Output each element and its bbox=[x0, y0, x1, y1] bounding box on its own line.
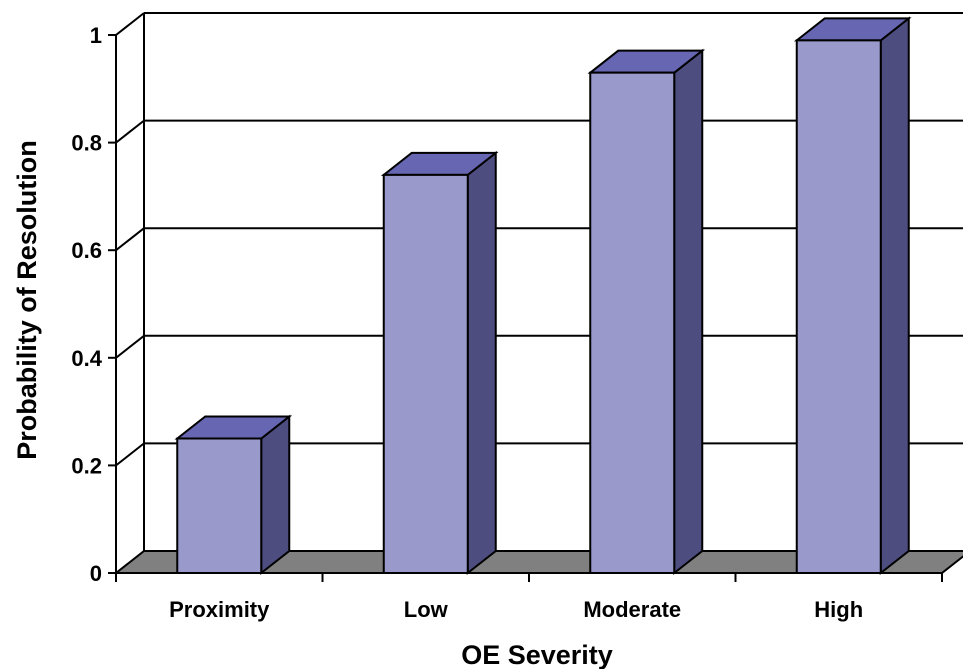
gridline-diagonal bbox=[115, 12, 145, 36]
bar bbox=[174, 414, 293, 576]
y-tick-label: 0.8 bbox=[71, 131, 102, 156]
bar bbox=[587, 48, 706, 576]
x-tick-label: Moderate bbox=[583, 597, 681, 622]
y-axis-title: Probability of Resolution bbox=[12, 140, 42, 460]
y-tick-label: 1 bbox=[90, 23, 102, 48]
bar-side-face bbox=[879, 16, 910, 576]
x-tick-label: High bbox=[814, 597, 863, 622]
bar-front-face bbox=[382, 173, 469, 574]
y-tick-label: 0.6 bbox=[71, 238, 102, 263]
bar-front-face bbox=[176, 437, 263, 574]
bar-side-face bbox=[466, 150, 497, 576]
bar bbox=[793, 16, 912, 576]
bar-front-face bbox=[589, 71, 676, 574]
gridline-diagonal bbox=[115, 119, 145, 144]
bar bbox=[380, 150, 499, 576]
x-tick-label: Low bbox=[404, 597, 449, 622]
y-tick-label: 0.4 bbox=[71, 346, 102, 371]
bar-front-face bbox=[795, 39, 882, 574]
gridline-diagonal bbox=[115, 442, 145, 467]
x-axis-title: OE Severity bbox=[461, 640, 613, 669]
y-tick-label: 0 bbox=[90, 561, 102, 586]
gridline-diagonal bbox=[115, 335, 145, 359]
y-tick-label: 0.2 bbox=[71, 453, 102, 478]
bar-side-face bbox=[260, 414, 291, 576]
label-layer: 0 0.2 0.4 0.6 0.8 1 Proximity Low Moderate High bbox=[71, 23, 863, 622]
x-tick-label: Proximity bbox=[169, 597, 270, 622]
bar-layer bbox=[174, 16, 912, 576]
gridline-diagonal bbox=[115, 227, 145, 251]
bar-side-face bbox=[673, 48, 704, 576]
